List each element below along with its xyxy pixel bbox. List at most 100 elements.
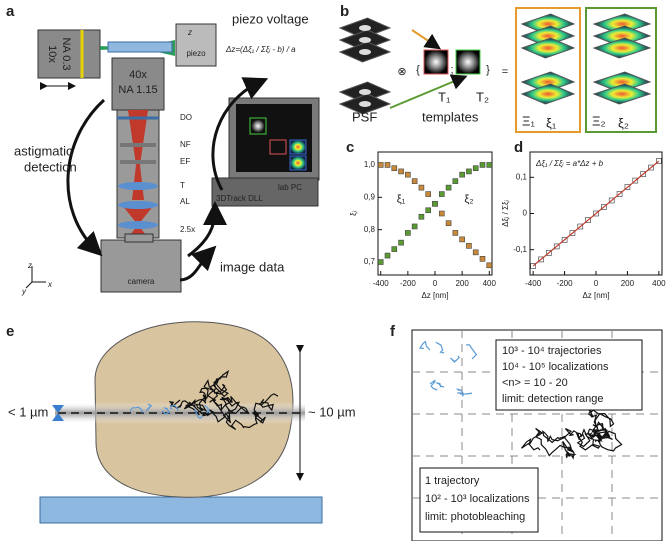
marker — [433, 201, 438, 206]
trajectory — [457, 393, 472, 394]
trajectory — [436, 383, 444, 388]
info-line: <n> = 10 - 20 — [502, 377, 568, 389]
panel-f: f 10³ - 10⁴ trajectories10⁴ - 10⁵ locali… — [390, 323, 662, 541]
panel-letter: b — [340, 3, 349, 20]
x-tick-label: 200 — [455, 279, 469, 288]
marker — [473, 166, 478, 171]
y-axis-label: ξᵢ — [349, 211, 358, 216]
y-tick-label: 0 — [523, 209, 528, 218]
label: z — [27, 261, 32, 270]
marker — [439, 211, 444, 216]
psf-spot — [359, 25, 371, 31]
formula: Δz=(Δξ₁ / Σξᵢ - b) / a — [225, 45, 296, 54]
trajectory — [436, 342, 444, 353]
lens — [118, 201, 158, 209]
x-tick-label: -200 — [557, 279, 574, 288]
label: < 1 µm — [8, 404, 48, 419]
trajectory — [522, 409, 622, 458]
x-tick-label: 400 — [652, 279, 666, 288]
x-tick-label: 0 — [594, 279, 599, 288]
y-tick-label: 0,8 — [364, 225, 376, 234]
marker — [385, 162, 390, 167]
panel-e: e < 1 µm ~ 10 µm — [6, 322, 356, 523]
optic-label: EF — [180, 157, 190, 166]
psf-spot — [359, 101, 371, 107]
slice — [594, 84, 650, 104]
marker — [426, 192, 431, 197]
info-line: limit: detection range — [502, 393, 604, 405]
marker — [487, 162, 492, 167]
marker — [419, 214, 424, 219]
optic-label: T — [180, 181, 185, 190]
marker — [466, 243, 471, 248]
marker — [453, 230, 458, 235]
marker — [460, 172, 465, 177]
label: x — [47, 280, 53, 289]
arrow — [412, 30, 436, 46]
separator: ; — [450, 64, 453, 76]
annotation: Δξ₁ / Σξᵢ = a*Δz + b — [535, 159, 604, 168]
label: camera — [128, 277, 155, 286]
marker — [399, 240, 404, 245]
y-tick-label: 0,9 — [364, 192, 376, 201]
label: NA 1.15 — [118, 84, 157, 96]
x-tick-label: -400 — [373, 279, 390, 288]
marker — [419, 185, 424, 190]
series-label: ξ₂ — [464, 193, 473, 205]
template — [424, 50, 448, 74]
y-tick-label: -0,1 — [513, 245, 527, 254]
lens — [118, 221, 158, 229]
marker — [439, 192, 444, 197]
optic-label: AL — [180, 197, 190, 206]
fit-line — [533, 161, 659, 266]
optic — [120, 143, 156, 147]
label: Ξ₂ — [592, 113, 606, 128]
marker — [378, 260, 383, 265]
piezo-box — [176, 24, 216, 66]
panel-letter: a — [6, 3, 15, 20]
label: 10x — [46, 45, 58, 63]
label: piezo voltage — [232, 11, 309, 26]
marker — [412, 179, 417, 184]
marker — [405, 172, 410, 177]
marker — [460, 237, 465, 242]
label: T₁ — [438, 89, 451, 104]
label: detection — [24, 159, 77, 174]
label: 3DTrack DLL — [216, 194, 263, 203]
marker — [392, 247, 397, 252]
label: T₂ — [476, 89, 489, 104]
info-line: limit: photobleaching — [425, 511, 525, 523]
camera-mount — [125, 234, 153, 242]
template — [456, 50, 480, 74]
marker — [412, 224, 417, 229]
label: ξ₁ — [546, 115, 557, 130]
label: PSF — [352, 109, 377, 124]
slice — [522, 38, 574, 58]
figure: a 10x NA 0.3 piezo z 40x NA 1.15 DONFEFT… — [0, 0, 666, 541]
trajectory — [466, 345, 476, 359]
label: ~ 10 µm — [308, 404, 356, 419]
marker — [473, 250, 478, 255]
panel-a: a 10x NA 0.3 piezo z 40x NA 1.15 DONFEFT… — [6, 3, 319, 296]
marker — [446, 185, 451, 190]
arrow — [68, 100, 104, 250]
spot — [251, 119, 265, 133]
info-line: 10⁴ - 10⁵ localizations — [502, 361, 609, 373]
trajectory — [430, 381, 437, 391]
psf-spot — [359, 37, 371, 43]
optic-label: 2.5x — [180, 225, 195, 234]
label: 40x — [129, 69, 147, 81]
marker — [392, 166, 397, 171]
trajectory — [450, 356, 459, 362]
y-tick-label: 1,0 — [364, 160, 376, 169]
optic — [120, 160, 156, 164]
label: y — [21, 287, 27, 296]
x-tick-label: 0 — [433, 279, 438, 288]
label: z — [187, 28, 192, 37]
marker — [378, 162, 383, 167]
label: Ξ₁ — [522, 113, 535, 128]
label: image data — [220, 259, 285, 274]
y-axis-label: Δξᵢ / Σξᵢ — [501, 200, 510, 227]
